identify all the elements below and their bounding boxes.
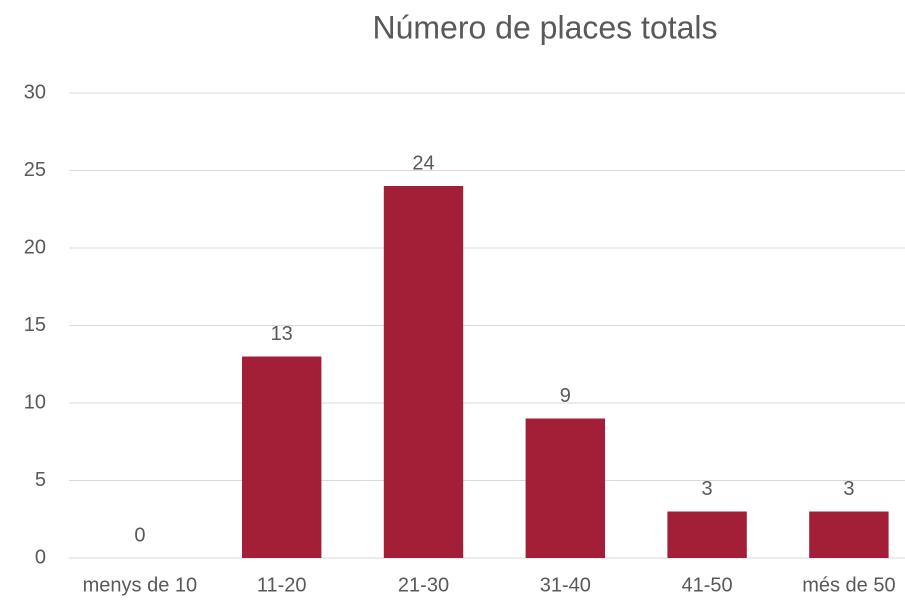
x-tick-label: menys de 10 bbox=[83, 574, 198, 596]
bar bbox=[525, 418, 606, 558]
chart-title: Número de places totals bbox=[372, 9, 717, 45]
x-tick-label: 41-50 bbox=[682, 574, 733, 596]
x-tick-label: 11-20 bbox=[257, 574, 307, 596]
data-label: 3 bbox=[843, 478, 854, 500]
data-label: 13 bbox=[271, 323, 293, 345]
y-tick-label: 20 bbox=[24, 236, 46, 258]
y-tick-label: 30 bbox=[24, 81, 46, 103]
x-tick-label: 21-30 bbox=[398, 574, 449, 596]
y-tick-label: 5 bbox=[35, 469, 46, 491]
y-tick-label: 10 bbox=[24, 391, 46, 413]
bar bbox=[667, 511, 747, 558]
y-tick-label: 0 bbox=[35, 546, 46, 568]
bar bbox=[809, 511, 889, 558]
x-tick-label: 31-40 bbox=[540, 574, 591, 596]
bar bbox=[383, 186, 464, 558]
y-tick-label: 25 bbox=[24, 159, 46, 181]
bar bbox=[241, 356, 322, 558]
data-label: 3 bbox=[702, 478, 713, 500]
data-label: 0 bbox=[134, 524, 145, 546]
data-label: 24 bbox=[412, 152, 434, 174]
x-tick-label: més de 50 bbox=[802, 574, 895, 596]
data-label: 9 bbox=[560, 385, 571, 407]
y-tick-label: 15 bbox=[24, 314, 46, 336]
